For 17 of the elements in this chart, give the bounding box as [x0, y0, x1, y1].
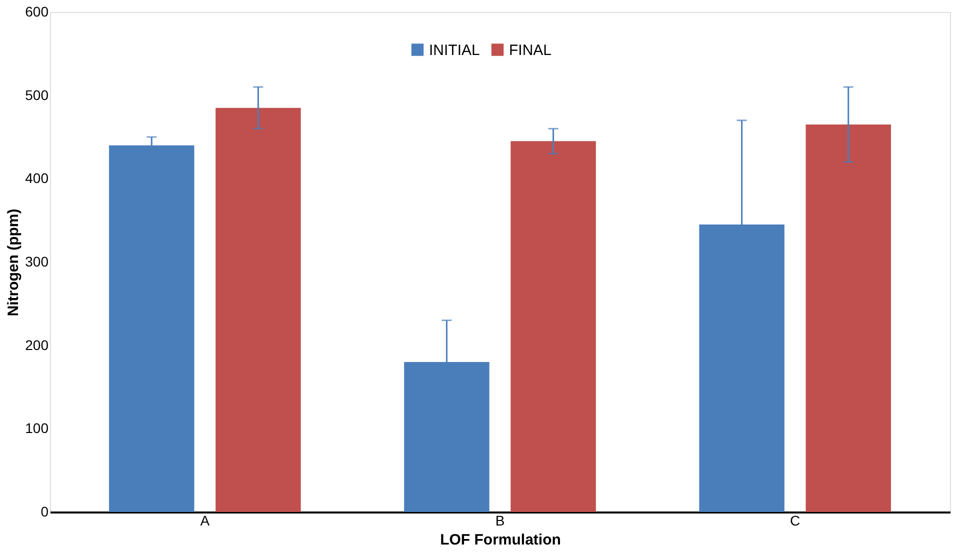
y-tick-label: 0 — [40, 504, 49, 520]
x-tick-label: C — [790, 512, 800, 528]
bar — [510, 141, 596, 512]
y-tick-label: 400 — [25, 170, 49, 186]
legend-label: INITIAL — [429, 42, 480, 59]
x-axis-title: LOF Formulation — [440, 532, 561, 548]
x-tick-label: B — [495, 512, 505, 528]
legend-label: FINAL — [509, 42, 552, 59]
y-tick-label: 100 — [25, 420, 49, 436]
y-axis-title: Nitrogen (ppm) — [5, 208, 22, 316]
y-tick-label: 500 — [25, 86, 49, 103]
y-tick-label: 200 — [25, 336, 49, 353]
bar — [216, 108, 301, 512]
y-tick-label: 300 — [25, 254, 49, 270]
y-tick-label: 600 — [25, 4, 49, 20]
bar — [806, 124, 891, 512]
x-tick-label: A — [200, 512, 210, 528]
